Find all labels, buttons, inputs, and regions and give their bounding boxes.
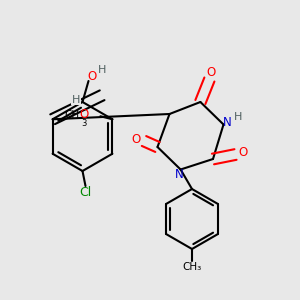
- Text: O: O: [132, 133, 141, 146]
- Text: Cl: Cl: [80, 185, 92, 199]
- Text: 3: 3: [82, 119, 87, 128]
- Text: O: O: [238, 146, 247, 160]
- Text: H: H: [234, 112, 242, 122]
- Text: H: H: [72, 95, 80, 105]
- Text: H: H: [98, 64, 106, 75]
- Text: O: O: [88, 70, 97, 83]
- Text: N: N: [223, 116, 232, 130]
- Text: CH: CH: [64, 110, 80, 120]
- Text: N: N: [175, 168, 184, 182]
- Text: O: O: [79, 108, 88, 121]
- Text: O: O: [206, 66, 215, 80]
- Text: CH₃: CH₃: [182, 262, 202, 272]
